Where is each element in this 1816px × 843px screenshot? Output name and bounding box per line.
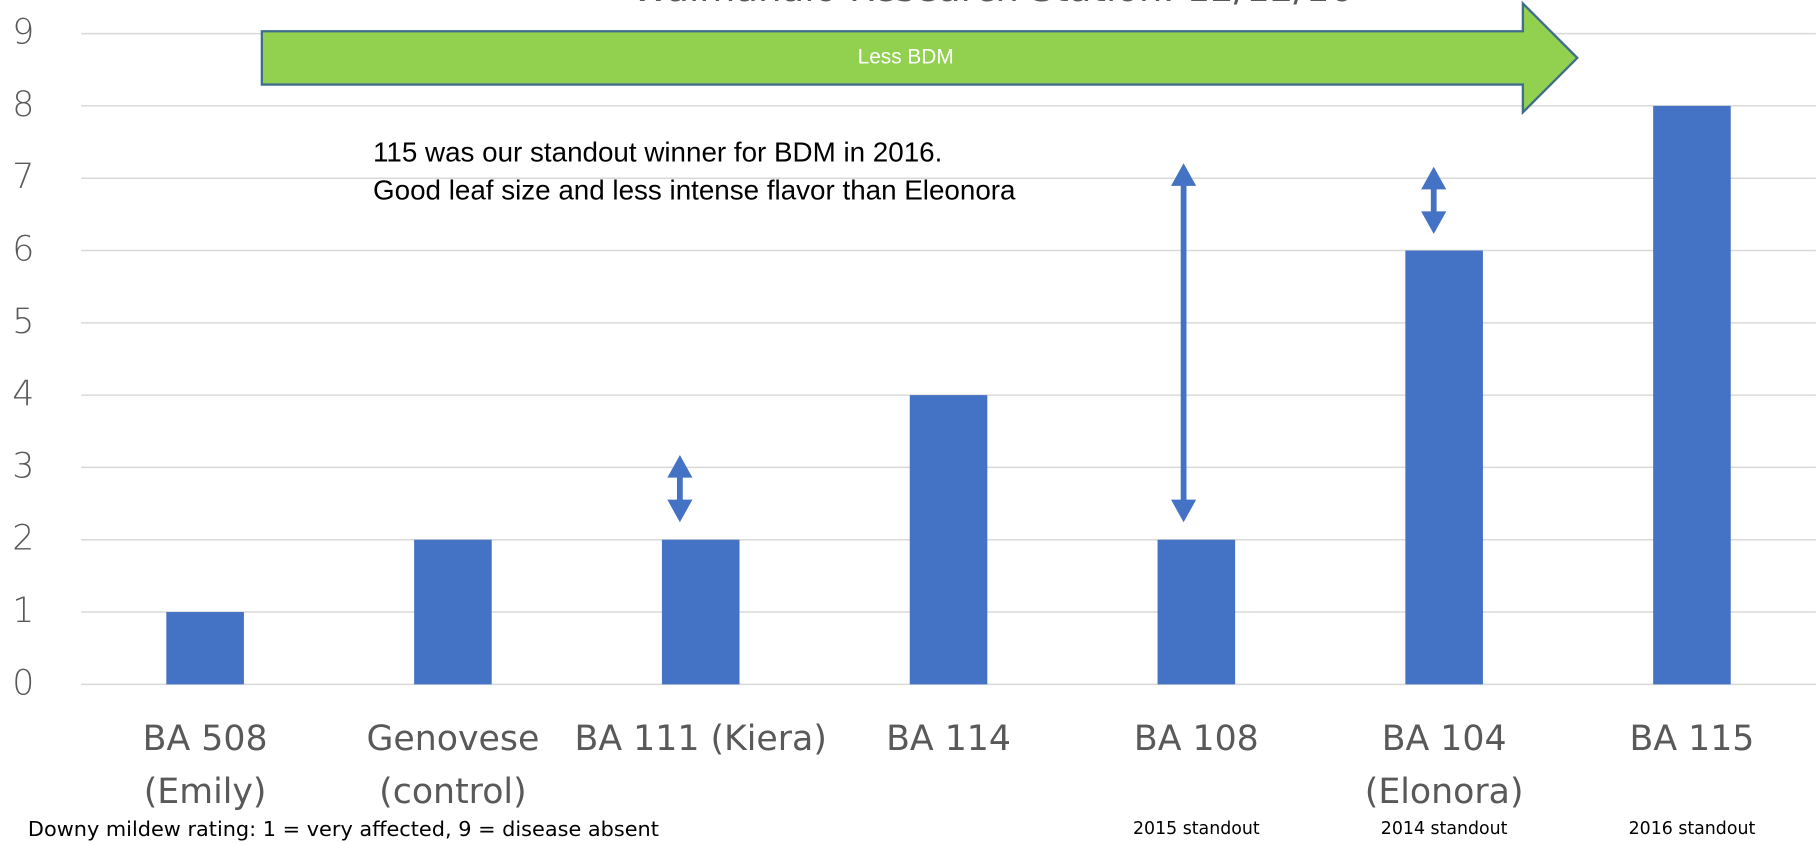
annotation: Good leaf size and less intense flavor t… xyxy=(373,175,1016,206)
category-note: 2016 standout xyxy=(1629,819,1756,839)
x-tick-label: BA 111 (Kiera) xyxy=(575,719,827,759)
y-tick-label: 6 xyxy=(12,230,34,270)
x-tick-label: BA 115 xyxy=(1630,719,1755,759)
y-tick-label: 1 xyxy=(12,591,34,631)
banner-label: Less BDM xyxy=(858,45,954,68)
arrow-head xyxy=(1421,166,1447,190)
x-tick-label: (Emily) xyxy=(144,772,267,812)
bar xyxy=(909,395,988,685)
arrow-head xyxy=(667,499,693,523)
x-tick-label: (Elonora) xyxy=(1365,772,1524,812)
bars xyxy=(166,105,1731,685)
y-tick-label: 2 xyxy=(12,519,34,559)
y-tick-label: 4 xyxy=(12,374,34,414)
footnote: Downy mildew rating: 1 = very affected, … xyxy=(28,817,659,841)
y-tick-label: 9 xyxy=(12,13,34,53)
arrow-head xyxy=(1421,211,1447,234)
arrow-head xyxy=(667,455,693,478)
annotation: 115 was our standout winner for BDM in 2… xyxy=(373,136,942,167)
bar xyxy=(414,539,492,685)
y-tick-label: 3 xyxy=(12,446,34,486)
banner-arrow xyxy=(260,0,1579,116)
bar xyxy=(1653,105,1731,685)
bar xyxy=(1405,250,1483,685)
bar xyxy=(661,539,740,685)
y-tick-label: 7 xyxy=(12,157,34,197)
x-tick-label: (control) xyxy=(379,772,526,812)
x-tick-label: BA 114 xyxy=(886,719,1011,759)
y-tick-label: 8 xyxy=(12,85,34,125)
x-tick-label: BA 508 xyxy=(143,719,268,759)
arrow-head xyxy=(1171,499,1197,523)
y-tick-label: 5 xyxy=(12,302,34,342)
bar xyxy=(1157,539,1236,685)
double-arrows xyxy=(667,163,1447,523)
x-tick-label: BA 108 xyxy=(1134,719,1259,759)
bar xyxy=(166,612,244,685)
y-tick-label: 0 xyxy=(12,663,34,703)
arrow-head xyxy=(1171,163,1197,186)
category-note: 2014 standout xyxy=(1381,819,1508,839)
x-tick-label: Genovese xyxy=(366,719,539,759)
chart-title: Waimanalo Research Station: 12/12/16 xyxy=(632,0,1353,10)
category-note: 2015 standout xyxy=(1133,819,1260,839)
x-tick-label: BA 104 xyxy=(1382,719,1507,759)
